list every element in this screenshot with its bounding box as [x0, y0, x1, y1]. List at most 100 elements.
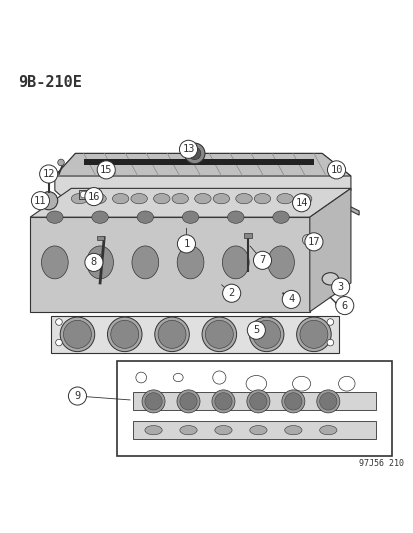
Circle shape — [331, 278, 349, 296]
Circle shape — [158, 320, 185, 349]
Circle shape — [281, 390, 304, 413]
Circle shape — [55, 319, 62, 325]
Ellipse shape — [194, 193, 211, 204]
Text: 9B-210E: 9B-210E — [18, 75, 81, 90]
Text: 17: 17 — [307, 237, 319, 247]
Circle shape — [326, 319, 333, 325]
Circle shape — [40, 165, 57, 183]
Circle shape — [282, 290, 299, 309]
Text: 14: 14 — [294, 198, 307, 208]
Ellipse shape — [132, 246, 158, 279]
Text: 2: 2 — [228, 288, 234, 298]
Circle shape — [145, 393, 162, 410]
Polygon shape — [309, 188, 350, 312]
Text: 5: 5 — [253, 325, 259, 335]
Polygon shape — [47, 201, 358, 215]
Circle shape — [247, 321, 265, 340]
Ellipse shape — [90, 193, 106, 204]
Bar — [116, 361, 391, 456]
Circle shape — [296, 317, 330, 352]
Ellipse shape — [222, 246, 249, 279]
Circle shape — [31, 192, 50, 210]
Text: 13: 13 — [182, 144, 194, 154]
Ellipse shape — [153, 193, 170, 204]
Circle shape — [179, 140, 197, 158]
Ellipse shape — [214, 425, 232, 435]
Circle shape — [299, 320, 327, 349]
Text: 15: 15 — [100, 165, 112, 175]
Circle shape — [211, 390, 235, 413]
Circle shape — [154, 317, 189, 352]
Polygon shape — [55, 154, 350, 176]
Circle shape — [249, 317, 283, 352]
Text: 4: 4 — [287, 294, 294, 304]
Text: 3: 3 — [337, 282, 343, 292]
Bar — [243, 233, 252, 238]
Circle shape — [253, 251, 271, 269]
Circle shape — [252, 320, 280, 349]
Circle shape — [85, 188, 103, 206]
Ellipse shape — [71, 193, 88, 204]
Ellipse shape — [86, 246, 113, 279]
Ellipse shape — [112, 193, 128, 204]
Circle shape — [214, 393, 232, 410]
Circle shape — [249, 393, 266, 410]
Circle shape — [246, 390, 269, 413]
Circle shape — [40, 192, 57, 210]
Ellipse shape — [92, 211, 108, 223]
Polygon shape — [51, 316, 338, 353]
Ellipse shape — [284, 425, 301, 435]
Circle shape — [60, 317, 95, 352]
Circle shape — [80, 191, 87, 198]
Circle shape — [68, 387, 86, 405]
Text: 16: 16 — [88, 191, 100, 201]
Circle shape — [319, 393, 336, 410]
Ellipse shape — [213, 193, 229, 204]
Circle shape — [107, 317, 142, 352]
Circle shape — [184, 143, 204, 164]
Circle shape — [292, 193, 310, 212]
Ellipse shape — [249, 425, 266, 435]
Circle shape — [85, 253, 103, 271]
Text: 12: 12 — [42, 169, 55, 179]
Circle shape — [111, 320, 138, 349]
Polygon shape — [30, 188, 350, 217]
Bar — [78, 190, 88, 199]
Circle shape — [142, 390, 165, 413]
Bar — [100, 165, 108, 170]
Circle shape — [177, 235, 195, 253]
Circle shape — [327, 161, 345, 179]
Circle shape — [57, 159, 64, 166]
Circle shape — [97, 161, 115, 179]
Polygon shape — [55, 154, 350, 209]
Ellipse shape — [227, 211, 243, 223]
Circle shape — [205, 320, 233, 349]
Ellipse shape — [295, 193, 311, 204]
Ellipse shape — [321, 273, 338, 285]
Ellipse shape — [137, 211, 153, 223]
Circle shape — [284, 393, 301, 410]
Ellipse shape — [267, 246, 294, 279]
Ellipse shape — [177, 246, 204, 279]
Ellipse shape — [179, 425, 197, 435]
Ellipse shape — [182, 211, 198, 223]
Bar — [133, 421, 375, 439]
Ellipse shape — [319, 425, 336, 435]
Polygon shape — [83, 159, 313, 165]
Ellipse shape — [235, 193, 252, 204]
Text: 9: 9 — [74, 391, 81, 401]
Text: 11: 11 — [34, 196, 47, 206]
Ellipse shape — [41, 246, 68, 279]
Bar — [133, 392, 375, 410]
Ellipse shape — [276, 193, 293, 204]
Text: 97J56 210: 97J56 210 — [358, 459, 404, 468]
Circle shape — [188, 147, 200, 159]
Text: 8: 8 — [90, 257, 97, 268]
Circle shape — [335, 296, 353, 314]
Text: 10: 10 — [330, 165, 342, 175]
Circle shape — [316, 390, 339, 413]
Circle shape — [202, 317, 236, 352]
Circle shape — [222, 284, 240, 302]
Circle shape — [63, 320, 91, 349]
Ellipse shape — [254, 193, 270, 204]
